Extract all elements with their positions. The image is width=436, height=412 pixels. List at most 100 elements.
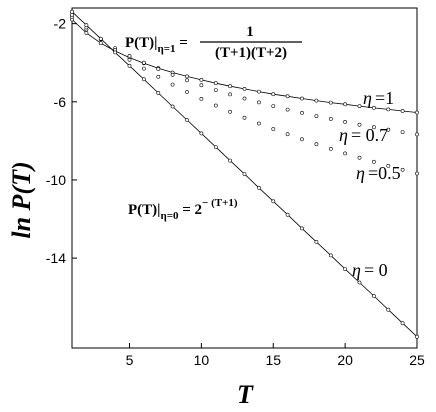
data-point-series-1 <box>314 114 319 119</box>
series-label-eta-1: η =1 <box>363 88 394 108</box>
data-point-series-1 <box>228 92 233 97</box>
data-point-series-0 <box>185 74 189 79</box>
data-point-series-1 <box>213 88 218 93</box>
data-point-series-3 <box>70 9 74 14</box>
eta1-formula-numerator: 1 <box>246 24 254 40</box>
data-point-series-2 <box>228 109 233 114</box>
plot-frame <box>71 7 418 349</box>
data-point-series-1 <box>127 54 132 58</box>
data-point-series-1 <box>242 96 247 101</box>
data-point-series-2 <box>314 142 319 147</box>
data-point-series-0 <box>300 96 304 101</box>
data-point-series-2 <box>156 74 161 79</box>
eta1-formula-denominator: (T+1)(T+2) <box>215 45 287 61</box>
data-point-series-2 <box>328 146 333 151</box>
data-point-series-3 <box>185 118 189 122</box>
x-tick-label: 20 <box>337 352 353 368</box>
data-point-series-2 <box>213 103 218 108</box>
data-point-series-0 <box>199 78 204 82</box>
data-point-series-1 <box>256 100 261 105</box>
data-point-series-3 <box>213 145 218 150</box>
data-point-series-0 <box>98 41 103 46</box>
data-point-series-3 <box>98 36 103 41</box>
data-point-series-3 <box>113 50 118 55</box>
eta0-formula-sub: η=0 <box>160 210 179 222</box>
data-point-series-0 <box>84 31 89 35</box>
eta0-formula: P(T)|η=0 = 2− (T+1) <box>128 197 238 222</box>
eta1-formula-lhs: P(T)| <box>125 35 157 51</box>
data-point-series-1 <box>371 125 376 130</box>
data-point-series-0 <box>314 98 319 103</box>
svg-text:P(T)|η=0 = 2− (T+1): P(T)|η=0 = 2− (T+1) <box>128 197 238 222</box>
data-point-series-3 <box>371 294 376 298</box>
data-point-series-1 <box>285 107 290 112</box>
data-point-series-0 <box>343 102 348 107</box>
data-point-series-3 <box>84 23 89 28</box>
y-tick-label: -6 <box>54 94 67 110</box>
data-point-series-2 <box>415 171 419 176</box>
data-point-series-1 <box>357 122 362 127</box>
eta0-formula-lhs: P(T)| <box>128 202 160 218</box>
data-point-series-3 <box>256 185 261 190</box>
data-point-series-2 <box>400 167 405 172</box>
data-point-series-3 <box>343 267 348 272</box>
data-point-series-3 <box>300 226 304 231</box>
data-point-series-3 <box>285 212 290 217</box>
eta1-formula-eq: = <box>175 35 187 51</box>
series-label-eta-0: η = 0 <box>352 260 388 280</box>
data-point-series-2 <box>242 115 247 120</box>
axis-ticks: 5 10 15 20 25 -2 -6 -10 -14 <box>46 16 425 368</box>
data-point-series-1 <box>271 104 276 109</box>
data-point-series-1 <box>199 83 204 88</box>
data-point-series-1 <box>400 130 405 135</box>
data-point-series-0 <box>256 89 261 94</box>
data-point-series-2 <box>343 151 348 156</box>
data-point-series-1 <box>386 127 391 132</box>
data-point-series-3 <box>199 131 204 136</box>
x-tick-label: 10 <box>194 352 210 368</box>
data-point-series-3 <box>271 199 276 204</box>
data-point-series-3 <box>415 334 419 339</box>
data-point-series-3 <box>141 77 146 82</box>
data-point-series-3 <box>127 63 132 68</box>
data-point-series-0 <box>271 92 276 97</box>
data-point-series-2 <box>300 137 304 142</box>
y-tick-label: -14 <box>46 250 66 266</box>
data-point-series-2 <box>170 82 175 87</box>
data-point-series-1 <box>300 111 304 115</box>
data-point-series-0 <box>242 87 247 91</box>
data-point-series-3 <box>328 253 333 258</box>
svg-text:P(T)|η=1 =: P(T)|η=1 = <box>125 35 188 55</box>
data-point-series-2 <box>271 127 276 131</box>
data-point-series-0 <box>213 81 218 86</box>
x-tick-label: 25 <box>409 352 425 368</box>
data-point-series-2 <box>371 159 376 164</box>
data-point-series-1 <box>328 117 333 121</box>
data-point-series-2 <box>127 57 132 62</box>
data-point-series-2 <box>141 66 146 71</box>
data-point-series-0 <box>328 100 333 105</box>
data-point-series-2 <box>386 163 391 168</box>
eta1-formula: P(T)|η=1 = 1 (T+1)(T+2) <box>125 24 302 61</box>
y-axis-label: ln P(T) <box>7 161 36 238</box>
data-point-series-0 <box>371 106 376 110</box>
data-point-series-2 <box>357 155 362 160</box>
data-point-series-3 <box>228 158 233 163</box>
x-tick-label: 5 <box>126 352 134 368</box>
data-point-series-3 <box>242 172 247 177</box>
data-point-series-0 <box>386 107 391 112</box>
data-point-series-0 <box>415 110 419 115</box>
data-marks <box>70 9 419 339</box>
y-tick-label: -2 <box>54 16 67 32</box>
data-point-series-1 <box>415 132 419 137</box>
y-tick-label: -10 <box>46 172 66 188</box>
data-point-series-1 <box>185 78 189 83</box>
data-point-series-3 <box>357 280 362 285</box>
data-point-series-3 <box>386 307 391 312</box>
data-point-series-3 <box>400 321 405 326</box>
data-point-series-0 <box>400 109 405 113</box>
data-point-series-3 <box>156 91 161 95</box>
data-point-series-1 <box>156 67 161 71</box>
eta1-formula-sub: η=1 <box>157 43 175 55</box>
